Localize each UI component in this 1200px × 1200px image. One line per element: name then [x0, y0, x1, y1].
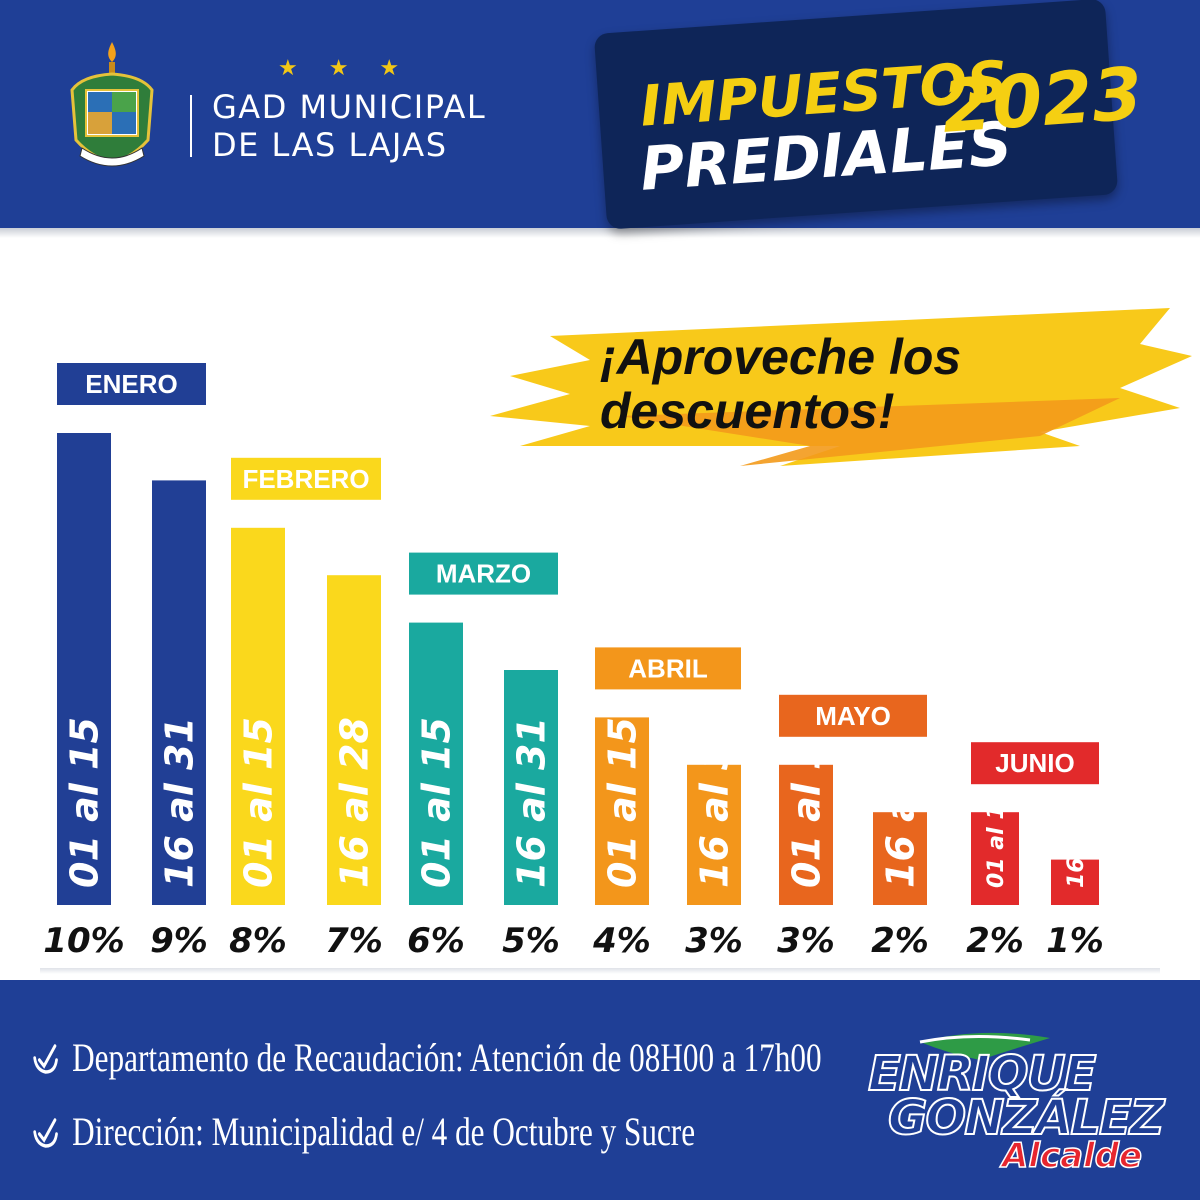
month-label-enero: ENERO [85, 369, 177, 399]
discount-label-2: 8% [229, 921, 287, 961]
bar-1 [150, 478, 208, 907]
bar-range-label-3: 16 al 28 [333, 717, 377, 888]
logo-name-1: ENRIQUE [867, 1045, 1097, 1103]
month-box-enero [55, 361, 208, 407]
bar-3 [325, 573, 383, 907]
address-text: Dirección: Municipalidad e/ 4 de Octubre… [72, 1109, 696, 1154]
bar-10 [969, 810, 1021, 908]
municipal-crest-icon [70, 42, 154, 167]
bar-4 [407, 620, 465, 907]
bar-6 [593, 715, 651, 908]
header-divider [190, 95, 192, 157]
discount-label-3: 7% [325, 921, 383, 961]
discount-label-0: 10% [43, 921, 124, 961]
brush-stroke [490, 308, 1192, 466]
slogan: ¡Aproveche los descuentos! [600, 330, 961, 438]
check-hand-icon [33, 1043, 58, 1074]
org-line-2: DE LAS LAJAS [212, 126, 448, 164]
month-label-marzo: MARZO [436, 559, 531, 589]
bar-range-label-8: 01 al 15 [785, 717, 829, 888]
bar-range-label-10: 01 al 15 [984, 789, 1009, 888]
discount-label-9: 2% [871, 921, 929, 961]
bar-range-label-2: 01 al 15 [237, 717, 281, 888]
bar-9 [871, 810, 929, 908]
discount-label-1: 9% [150, 921, 208, 961]
hours-text: Departamento de Recaudación: Atención de… [72, 1035, 822, 1080]
discount-label-6: 4% [592, 921, 651, 961]
bar-range-label-0: 01 al 15 [63, 717, 107, 888]
bar-11 [1049, 857, 1101, 907]
stars: ★ ★ ★ [278, 56, 412, 81]
slogan-line-2: descuentos! [600, 383, 895, 439]
mayor-logo-flag [919, 1032, 1050, 1060]
info-row-hours: Departamento de Recaudación: Atención de… [30, 1034, 822, 1081]
logo-title: Alcalde [1001, 1135, 1143, 1177]
bar-range-label-4: 01 al 15 [415, 717, 459, 888]
bar-range-label-6: 01 al 15 [601, 717, 645, 888]
discount-label-8: 3% [777, 921, 835, 961]
month-box-junio [969, 740, 1101, 787]
bar-0 [55, 431, 113, 907]
slogan-line-1: ¡Aproveche los [600, 329, 962, 385]
org-line-1: GAD MUNICIPAL [212, 88, 487, 126]
bar-7 [685, 762, 743, 907]
month-label-abril: ABRIL [628, 653, 708, 683]
bar-2 [229, 525, 287, 907]
month-box-febrero [229, 455, 383, 502]
month-box-mayo [777, 692, 929, 739]
discount-label-5: 5% [502, 921, 560, 961]
month-label-mayo: MAYO [815, 701, 891, 731]
logo-name-2: GONZÁLEZ [887, 1089, 1166, 1147]
month-box-marzo [407, 550, 560, 597]
bar-range-label-9: 16 al 31 [879, 717, 923, 888]
chart-floor [40, 968, 1160, 974]
organization-name: GAD MUNICIPAL DE LAS LAJAS [212, 88, 486, 164]
discount-label-7: 3% [685, 921, 743, 961]
bar-range-label-11: 16 al 30 [1064, 789, 1089, 888]
info-row-address: Dirección: Municipalidad e/ 4 de Octubre… [30, 1108, 695, 1155]
month-label-junio: JUNIO [995, 748, 1074, 778]
bar-range-label-1: 16 al 31 [158, 717, 202, 888]
footer-band [0, 980, 1200, 1200]
header-shadow [0, 228, 1200, 238]
bar-range-label-7: 16 al 30 [693, 717, 737, 888]
check-hand-icon [33, 1117, 58, 1148]
bar-5 [502, 668, 560, 907]
discount-label-4: 6% [407, 921, 465, 961]
month-box-abril [593, 645, 743, 692]
bar-range-label-5: 16 al 31 [510, 717, 554, 888]
discount-label-10: 2% [966, 921, 1024, 961]
bar-8 [777, 762, 835, 907]
discount-label-11: 1% [1046, 921, 1104, 961]
month-label-febrero: FEBRERO [242, 464, 369, 494]
